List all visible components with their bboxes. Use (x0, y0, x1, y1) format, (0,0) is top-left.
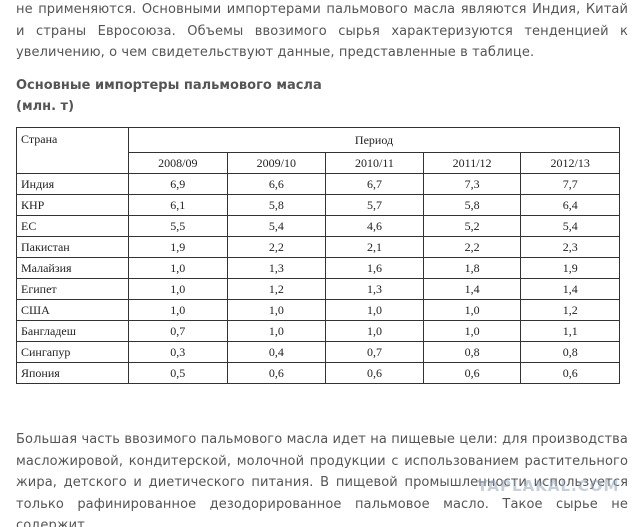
cell: 5,8 (422, 194, 522, 216)
cell: 5,5 (128, 215, 228, 237)
cell: 0,7 (325, 341, 424, 363)
year-header: 2010/11 (325, 152, 424, 174)
cell: 1,4 (520, 278, 620, 300)
cell: 5,4 (226, 215, 327, 237)
cell: 1,0 (325, 320, 424, 342)
table-row: Пакистан 1,9 2,2 2,1 2,2 2,3 (16, 236, 620, 258)
table-row: КНР 6,1 5,8 5,7 5,8 6,4 (16, 194, 620, 216)
cell: 0,6 (422, 362, 522, 384)
cell: 6,4 (520, 194, 620, 216)
cell: 1,9 (520, 257, 620, 279)
country-cell: Бангладеш (16, 320, 129, 342)
cell: 1,6 (325, 257, 424, 279)
cell: 5,7 (325, 194, 424, 216)
table-row: Малайзия 1,0 1,3 1,6 1,8 1,9 (16, 257, 620, 279)
cell: 5,8 (226, 194, 327, 216)
cell: 1,0 (422, 320, 522, 342)
table-row: Бангладеш 0,7 1,0 1,0 1,0 1,1 (16, 320, 620, 342)
country-cell: Индия (16, 173, 129, 195)
cell: 1,1 (520, 320, 620, 342)
table-unit: (млн. т) (16, 99, 75, 114)
cell: 0,6 (226, 362, 327, 384)
year-header: 2008/09 (128, 152, 228, 174)
cell: 1,0 (226, 320, 327, 342)
cell: 5,4 (520, 215, 620, 237)
country-cell: США (16, 299, 129, 321)
table-row: Сингапур 0,3 0,4 0,7 0,8 0,8 (16, 341, 620, 363)
watermark: YAPLAKAL.COM (477, 477, 620, 495)
table-row: Египет 1,0 1,2 1,3 1,4 1,4 (16, 278, 620, 300)
table-row: США 1,0 1,0 1,0 1,0 1,2 (16, 299, 620, 321)
cell: 2,2 (226, 236, 327, 258)
cell: 1,2 (226, 278, 327, 300)
outro-paragraph: Большая часть ввозимого пальмового масла… (16, 432, 628, 527)
cell: 6,9 (128, 173, 228, 195)
country-cell: ЕС (16, 215, 129, 237)
year-header: 2009/10 (226, 152, 327, 174)
cell: 0,4 (226, 341, 327, 363)
data-table: Страна Период 2008/09 2009/10 2010/11 2011/… (16, 127, 620, 384)
cell: 1,3 (325, 278, 424, 300)
cell: 0,8 (520, 341, 620, 363)
cell: 1,0 (128, 299, 228, 321)
country-cell: Сингапур (16, 341, 129, 363)
cell: 0,6 (325, 362, 424, 384)
cell: 7,7 (520, 173, 620, 195)
cell: 0,3 (128, 341, 228, 363)
cell: 1,0 (226, 299, 327, 321)
table-title: Основные импортеры пальмового масла (16, 78, 322, 93)
cell: 6,7 (325, 173, 424, 195)
cell: 6,6 (226, 173, 327, 195)
cell: 1,3 (226, 257, 327, 279)
country-cell: КНР (16, 194, 129, 216)
country-cell: Египет (16, 278, 129, 300)
cell: 5,2 (422, 215, 522, 237)
table-row: Япония 0,5 0,6 0,6 0,6 0,6 (16, 362, 620, 384)
cell: 4,6 (325, 215, 424, 237)
table-row: ЕС 5,5 5,4 4,6 5,2 5,4 (16, 215, 620, 237)
cell: 1,4 (422, 278, 522, 300)
cell: 6,1 (128, 194, 228, 216)
cell: 7,3 (422, 173, 522, 195)
cell: 1,0 (128, 278, 228, 300)
cell: 0,8 (422, 341, 522, 363)
year-header: 2011/12 (422, 152, 522, 174)
cell: 0,6 (520, 362, 620, 384)
cell: 2,1 (325, 236, 424, 258)
cell: 1,0 (128, 257, 228, 279)
country-cell: Япония (16, 362, 129, 384)
country-header: Страна (16, 127, 129, 174)
country-cell: Пакистан (16, 236, 129, 258)
cell: 2,3 (520, 236, 620, 258)
cell: 1,0 (325, 299, 424, 321)
year-header: 2012/13 (520, 152, 620, 174)
intro-paragraph: не применяются. Основными импортерами па… (16, 2, 628, 60)
cell: 0,5 (128, 362, 228, 384)
cell: 1,9 (128, 236, 228, 258)
period-header: Период (128, 127, 620, 153)
cell: 2,2 (422, 236, 522, 258)
cell: 0,7 (128, 320, 228, 342)
country-cell: Малайзия (16, 257, 129, 279)
cell: 1,0 (422, 299, 522, 321)
table-row: Индия 6,9 6,6 6,7 7,3 7,7 (16, 173, 620, 195)
cell: 1,8 (422, 257, 522, 279)
cell: 1,2 (520, 299, 620, 321)
